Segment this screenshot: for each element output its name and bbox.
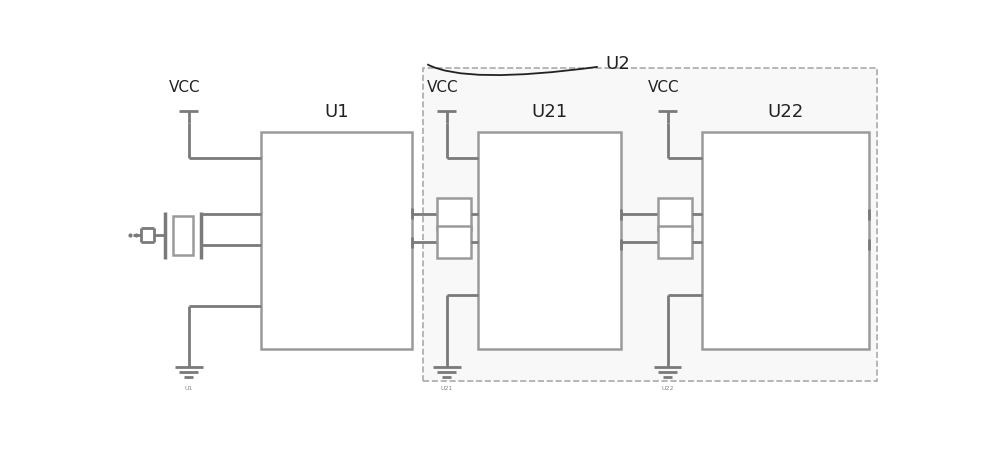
Bar: [702, 132, 869, 349]
Bar: [478, 132, 621, 349]
Text: U21: U21: [531, 103, 567, 121]
Text: VCC: VCC: [169, 79, 200, 95]
Bar: [658, 226, 692, 258]
Bar: [261, 132, 412, 349]
Bar: [423, 68, 877, 381]
Text: U1: U1: [184, 386, 193, 391]
Bar: [173, 215, 193, 255]
Text: U22: U22: [661, 386, 674, 391]
Text: VCC: VCC: [648, 79, 679, 95]
Bar: [437, 198, 471, 230]
Text: U2: U2: [606, 55, 630, 73]
Text: VCC: VCC: [427, 79, 459, 95]
Text: U21: U21: [440, 386, 453, 391]
Text: U1: U1: [324, 103, 349, 121]
Bar: [658, 198, 692, 230]
Bar: [437, 226, 471, 258]
Text: U22: U22: [768, 103, 804, 121]
